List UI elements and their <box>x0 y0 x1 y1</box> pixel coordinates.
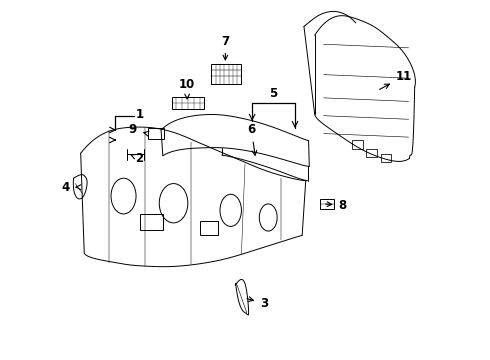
Text: 9: 9 <box>129 123 149 136</box>
Bar <box>381 154 392 162</box>
Bar <box>211 64 242 84</box>
Bar <box>367 149 377 157</box>
Text: 11: 11 <box>380 70 412 89</box>
Bar <box>320 199 334 209</box>
Text: 10: 10 <box>179 78 195 99</box>
Bar <box>172 97 204 109</box>
Text: 5: 5 <box>270 87 278 100</box>
Text: 4: 4 <box>61 181 81 194</box>
Bar <box>140 214 163 230</box>
Text: 3: 3 <box>247 297 268 310</box>
Bar <box>148 128 164 139</box>
Text: 6: 6 <box>247 123 257 155</box>
Bar <box>200 221 218 235</box>
Bar <box>352 140 363 149</box>
Text: 1: 1 <box>136 108 144 121</box>
Text: 8: 8 <box>326 198 347 212</box>
Text: 7: 7 <box>221 35 229 60</box>
Text: 2: 2 <box>130 152 144 165</box>
